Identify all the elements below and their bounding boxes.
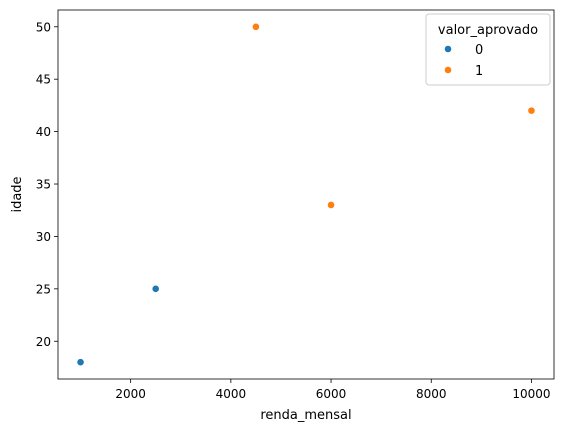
x-axis-label: renda_mensal (260, 408, 351, 423)
legend-entries: 01 (444, 43, 483, 79)
y-tick-label: 30 (36, 230, 51, 244)
data-point-series-1 (251, 22, 260, 31)
legend-label-1: 1 (475, 64, 483, 79)
data-point-series-0 (151, 284, 160, 293)
x-tick-label: 6000 (316, 387, 347, 401)
data-point-series-0 (76, 358, 85, 367)
y-axis-label: idade (10, 176, 25, 212)
x-tick-label: 2000 (115, 387, 146, 401)
y-tick-label: 40 (36, 125, 51, 139)
x-tick-label: 8000 (416, 387, 447, 401)
legend-label-0: 0 (475, 43, 483, 58)
x-axis-ticks: 2000 4000 6000 8000 10000 (115, 379, 551, 401)
data-points (76, 22, 536, 367)
x-tick-label: 10000 (512, 387, 550, 401)
legend: valor_aprovado 01 (425, 13, 551, 86)
legend-box (425, 13, 551, 86)
y-tick-label: 45 (36, 73, 51, 87)
x-tick-label: 4000 (216, 387, 247, 401)
data-point-series-1 (327, 201, 335, 209)
y-axis-ticks: 20 25 30 35 40 45 50 (36, 20, 58, 349)
y-tick-label: 35 (36, 178, 51, 192)
y-tick-label: 50 (36, 20, 51, 34)
legend-marker-0 (444, 45, 452, 53)
y-tick-label: 25 (36, 282, 51, 296)
plot-frame (57, 9, 555, 380)
legend-marker-1 (444, 66, 452, 74)
legend-title: valor_aprovado (438, 23, 538, 38)
y-tick-label: 20 (36, 335, 51, 349)
data-point-series-1 (527, 106, 536, 115)
